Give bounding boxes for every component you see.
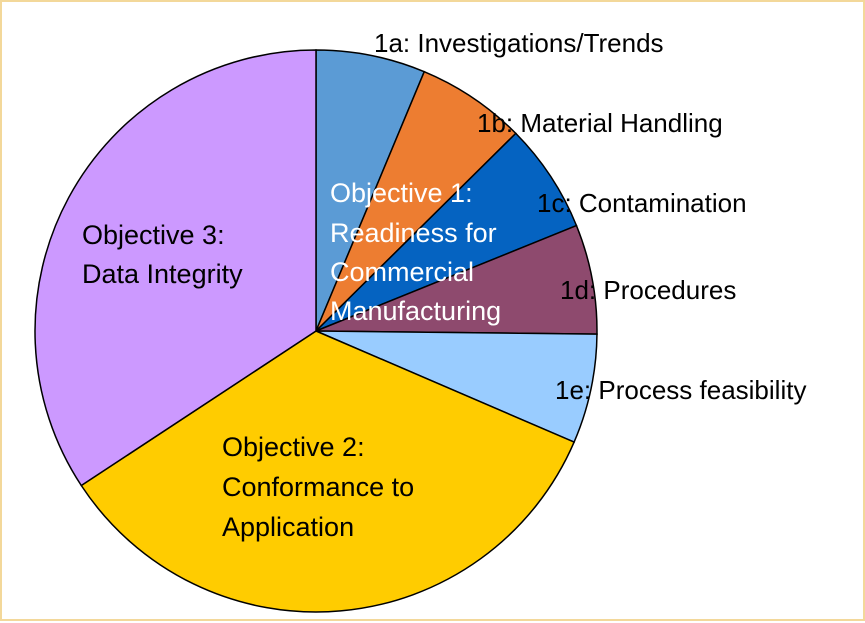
objective3-line2: Data Integrity	[82, 259, 243, 289]
objective2-line1: Objective 2:	[222, 432, 365, 462]
objective2-label: Objective 2: Conformance to Application	[222, 432, 414, 542]
objective2-line2: Conformance to	[222, 472, 414, 502]
pie-slice-objective-2	[80, 330, 576, 613]
objective1-line3: Commercial	[330, 257, 474, 287]
objective1-line1: Objective 1:	[330, 178, 473, 208]
label-1a: 1a: Investigations/Trends	[374, 28, 664, 58]
label-1c: 1c: Contamination	[537, 188, 747, 218]
objective1-label: Objective 1: Readiness for Commercial Ma…	[330, 178, 501, 326]
pie-slice-objective-3	[34, 49, 317, 487]
label-1b: 1b: Material Handling	[477, 108, 723, 138]
objective3-label: Objective 3: Data Integrity	[82, 220, 243, 289]
objective3-line1: Objective 3:	[82, 220, 225, 250]
objective1-line4: Manufacturing	[330, 296, 501, 326]
objective1-line2: Readiness for	[330, 218, 497, 248]
label-1e: 1e: Process feasibility	[555, 375, 806, 405]
objective2-line3: Application	[222, 512, 354, 542]
label-1d: 1d: Procedures	[560, 275, 736, 305]
